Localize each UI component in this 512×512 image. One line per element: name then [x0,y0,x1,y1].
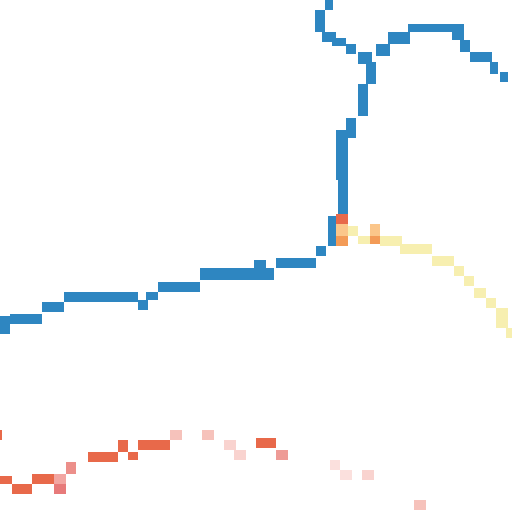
route-orange-junction [336,214,380,246]
route-pink [54,430,426,510]
route-red-orange [0,430,276,494]
route-blue [0,0,508,334]
route-yellow [348,226,512,338]
